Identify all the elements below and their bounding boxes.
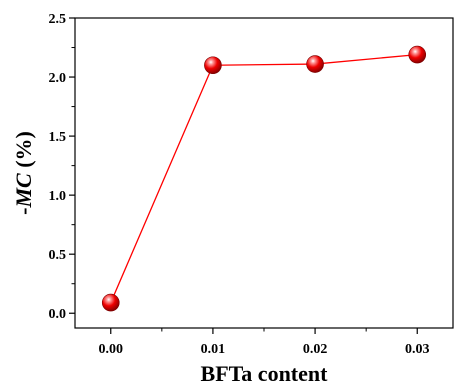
- x-axis: 0.00 0.01 0.02 0.03: [99, 328, 430, 357]
- data-point: [306, 55, 324, 73]
- series-line: [110, 53, 418, 303]
- y-axis-title-prefix: -: [11, 208, 36, 215]
- x-tick-label: 0.03: [405, 342, 430, 357]
- y-axis-title-suffix: (%): [11, 131, 36, 173]
- x-tick-label: 0.00: [99, 342, 124, 357]
- x-tick-label: 0.02: [303, 342, 328, 357]
- y-tick-label: 0.0: [49, 307, 67, 322]
- y-axis-title: -MC (%): [11, 131, 36, 215]
- y-tick-label: 2.5: [49, 12, 67, 27]
- data-markers: [101, 45, 427, 312]
- y-axis: 0.0 0.5 1.0 1.5 2.0 2.5: [49, 12, 75, 322]
- y-axis-title-italic: MC: [11, 173, 36, 209]
- y-tick-label: 2.0: [49, 71, 67, 86]
- data-point: [408, 45, 427, 64]
- x-axis-title: BFTa content: [201, 361, 329, 384]
- y-tick-label: 1.0: [49, 189, 67, 204]
- data-point: [101, 293, 120, 312]
- data-point: [204, 56, 222, 75]
- y-tick-label: 0.5: [49, 248, 67, 263]
- y-tick-label: 1.5: [49, 130, 67, 145]
- x-tick-label: 0.01: [201, 342, 226, 357]
